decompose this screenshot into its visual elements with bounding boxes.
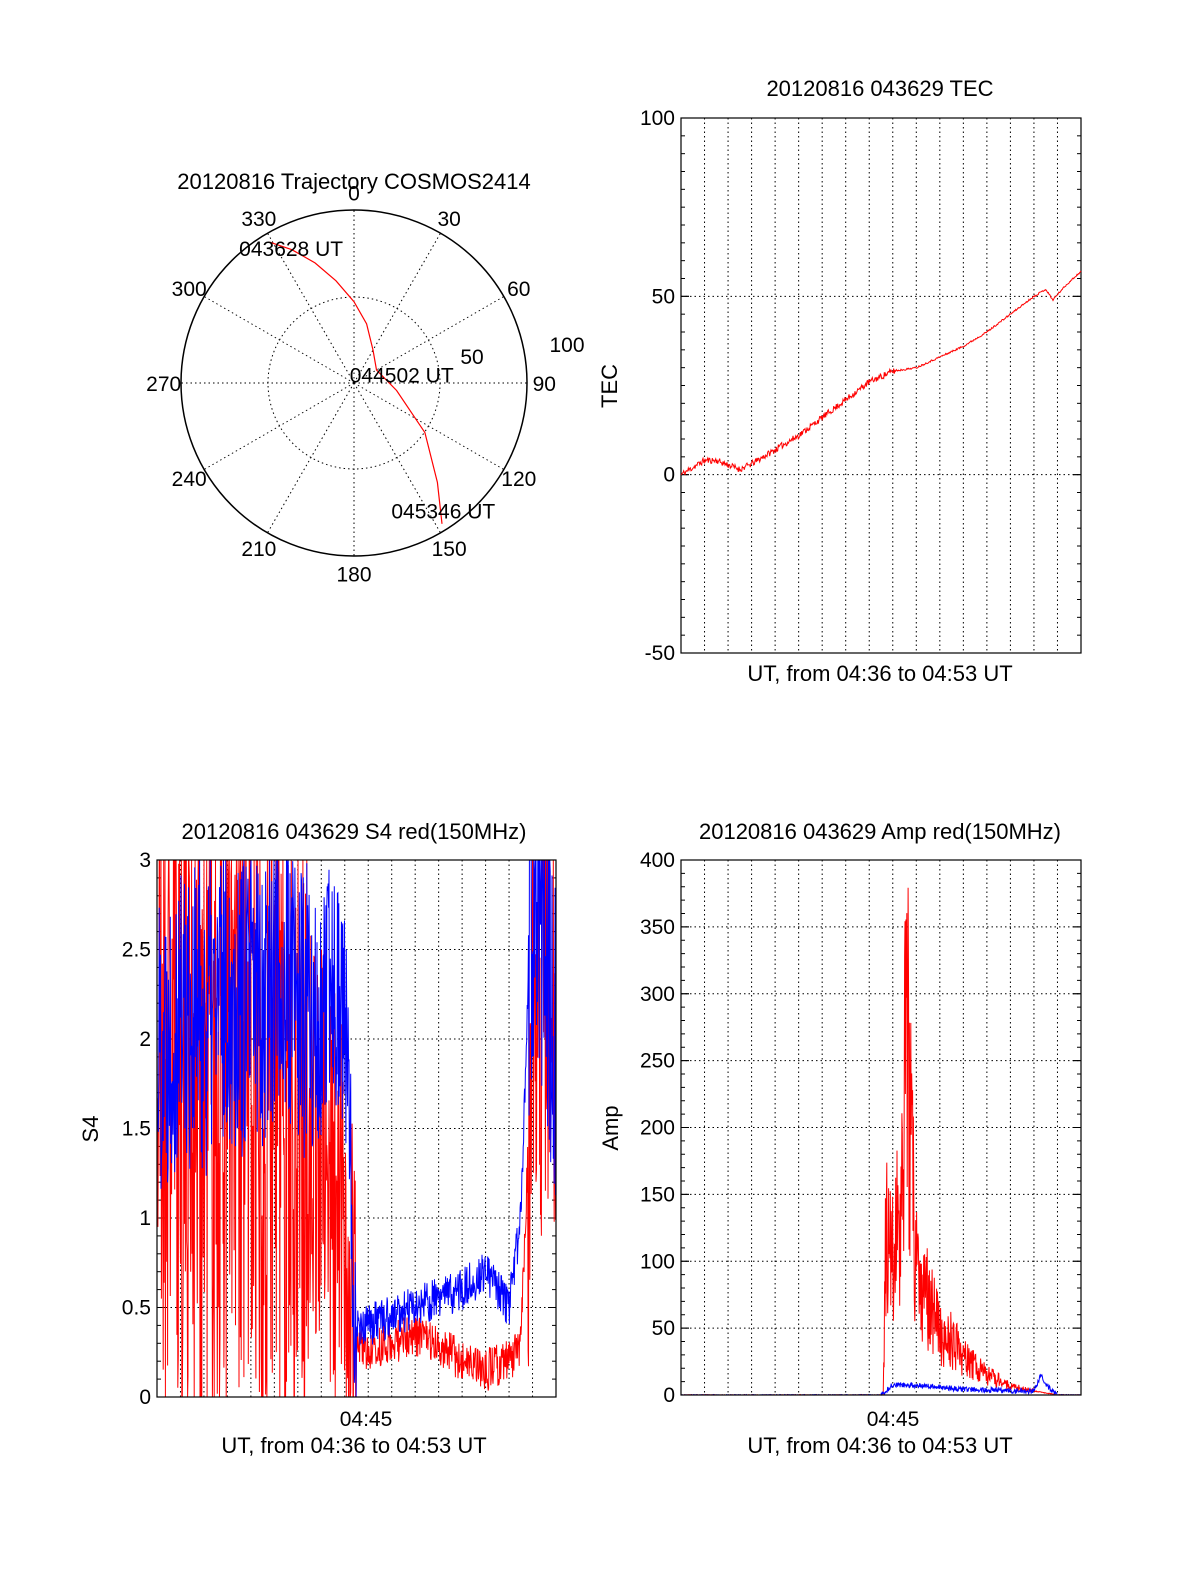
s4-x-axis-label: UT, from 04:36 to 04:53 UT xyxy=(221,1433,486,1458)
y-tick-label: 350 xyxy=(640,916,675,939)
y-tick-label: 0 xyxy=(663,1384,675,1407)
polar-ring-label-50: 50 xyxy=(460,346,483,369)
y-tick-label: 2 xyxy=(139,1028,151,1051)
polar-spoke-210 xyxy=(267,382,355,534)
polar-spoke-240 xyxy=(203,382,355,470)
s4-panel: 20120816 043629 S4 red(150MHz) 0 0.5 1 1.5 2… xyxy=(78,819,557,1458)
polar-az-label-0: 0 xyxy=(348,183,360,206)
s4-y-tick-labels: 0 0.5 1 1.5 2 2.5 3 xyxy=(122,849,151,1409)
polar-az-label-120: 120 xyxy=(501,468,536,491)
polar-az-label-60: 60 xyxy=(507,278,530,301)
polar-outer-circle xyxy=(180,209,528,557)
y-tick-label: 400 xyxy=(640,849,675,872)
tec-y-axis-label: TEC xyxy=(597,364,622,408)
polar-ring-label-100: 100 xyxy=(549,334,584,357)
polar-title: 20120816 Trajectory COSMOS2414 xyxy=(177,169,530,194)
polar-annotation-0: 043628 UT xyxy=(239,238,343,261)
y-tick-label: 200 xyxy=(640,1117,675,1140)
y-tick-label: 100 xyxy=(640,1250,675,1273)
polar-az-label-300: 300 xyxy=(172,278,207,301)
polar-annotation-1: 044502 UT xyxy=(350,365,454,388)
polar-trajectory-panel: 20120816 Trajectory COSMOS2414 0 30 60 90 12… xyxy=(146,169,584,586)
polar-spoke-330 xyxy=(267,232,355,384)
y-tick-label: 0 xyxy=(139,1386,151,1409)
polar-spokes xyxy=(181,210,527,556)
polar-time-annotations: 043628 UT 044502 UT 045346 UT xyxy=(239,238,495,523)
polar-az-label-210: 210 xyxy=(241,538,276,561)
tec-grid xyxy=(681,117,1081,654)
amp-series-group xyxy=(680,887,1082,1396)
amp-panel: 20120816 043629 Amp red(150MHz) 0 50 100 15… xyxy=(598,819,1082,1458)
amp-y-tick-labels: 0 50 100 150 200 250 300 350 400 xyxy=(640,849,675,1407)
tec-plot-frame xyxy=(680,117,1082,654)
polar-spoke-60 xyxy=(353,296,505,384)
y-tick-label: 150 xyxy=(640,1183,675,1206)
amp-x-tick-label: 04:45 xyxy=(867,1408,920,1431)
y-tick-label: 1 xyxy=(139,1207,151,1230)
polar-azimuth-labels: 0 30 60 90 120 150 180 210 240 270 300 330 xyxy=(146,183,556,587)
polar-spoke-150 xyxy=(353,382,441,534)
y-tick-label: 250 xyxy=(640,1050,675,1073)
y-tick-label: 100 xyxy=(640,107,675,130)
polar-az-label-240: 240 xyxy=(172,468,207,491)
tec-title: 20120816 043629 TEC xyxy=(766,76,993,101)
y-tick-label: 50 xyxy=(652,285,675,308)
amp-x-axis-label: UT, from 04:36 to 04:53 UT xyxy=(747,1433,1012,1458)
amp-plot-frame xyxy=(680,859,1082,1396)
s4-plot-frame xyxy=(156,859,557,1398)
polar-spoke-30 xyxy=(353,232,441,384)
s4-y-axis-label: S4 xyxy=(78,1116,103,1143)
amp-y-axis-label: Amp xyxy=(598,1105,623,1150)
tec-series-line xyxy=(680,270,1082,476)
polar-annotation-2: 045346 UT xyxy=(391,501,495,524)
y-tick-label: 3 xyxy=(139,849,151,872)
y-tick-label: 2.5 xyxy=(122,939,151,962)
polar-spoke-300 xyxy=(203,296,355,384)
satellite-track-line xyxy=(269,241,443,524)
tec-panel: 20120816 043629 TEC -50 0 50 100 TEC UT, fr… xyxy=(597,76,1082,686)
y-tick-label: 0.5 xyxy=(122,1297,151,1320)
y-tick-label: -50 xyxy=(645,642,675,665)
polar-az-label-90: 90 xyxy=(533,373,556,396)
amp-series-line xyxy=(680,1373,1082,1396)
polar-grid xyxy=(180,209,528,557)
y-tick-label: 300 xyxy=(640,983,675,1006)
y-tick-label: 50 xyxy=(652,1317,675,1340)
polar-spoke-120 xyxy=(353,382,505,470)
polar-az-label-180: 180 xyxy=(336,563,371,586)
amp-title: 20120816 043629 Amp red(150MHz) xyxy=(699,819,1061,844)
tec-series-group xyxy=(680,270,1082,476)
tec-y-tick-labels: -50 0 50 100 xyxy=(640,107,675,665)
amp-series-line xyxy=(680,887,1082,1396)
s4-title: 20120816 043629 S4 red(150MHz) xyxy=(182,819,527,844)
tec-x-axis-label: UT, from 04:36 to 04:53 UT xyxy=(747,661,1012,686)
polar-az-label-330: 330 xyxy=(241,208,276,231)
polar-az-label-30: 30 xyxy=(437,208,460,231)
y-tick-label: 0 xyxy=(663,464,675,487)
polar-az-label-150: 150 xyxy=(432,538,467,561)
amp-grid xyxy=(681,859,1081,1396)
s4-x-tick-label: 04:45 xyxy=(340,1408,393,1431)
polar-az-label-270: 270 xyxy=(146,373,181,396)
y-tick-label: 1.5 xyxy=(122,1118,151,1141)
